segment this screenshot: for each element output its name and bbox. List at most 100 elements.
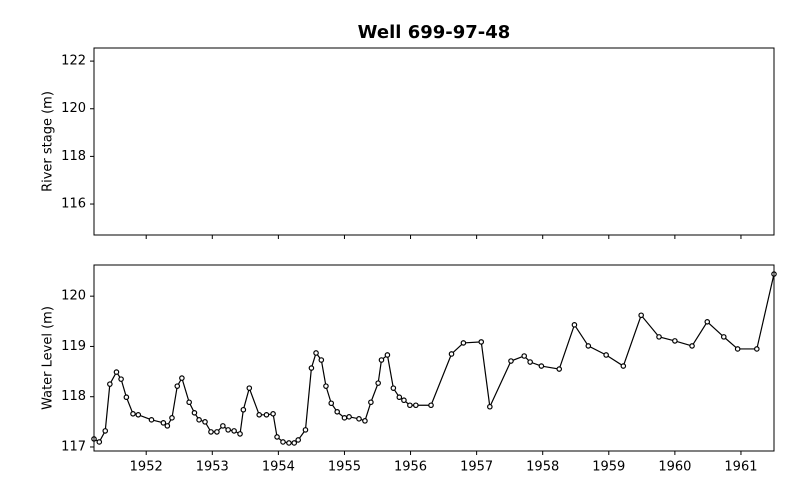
point <box>286 440 292 446</box>
point <box>390 385 397 391</box>
x-tick-label: 1953 <box>196 460 229 475</box>
point <box>186 399 192 406</box>
y-tick-label: 116 <box>61 197 86 212</box>
point <box>174 383 181 389</box>
x-tick-label: 1958 <box>526 460 559 475</box>
point <box>274 434 280 440</box>
point <box>638 312 644 319</box>
point <box>362 418 368 424</box>
point <box>620 363 627 369</box>
point <box>263 412 270 418</box>
axes-frame <box>93 47 775 236</box>
point <box>341 415 348 421</box>
x-tick-label: 1959 <box>592 460 625 475</box>
point <box>169 415 175 421</box>
point <box>672 338 678 344</box>
point <box>704 319 711 325</box>
y-axis-label: River stage (m) <box>41 91 56 192</box>
point <box>556 366 563 372</box>
point <box>130 410 136 417</box>
point <box>585 343 592 349</box>
point <box>508 358 514 364</box>
point <box>291 440 298 446</box>
point <box>246 385 253 391</box>
point <box>720 334 727 340</box>
point <box>734 346 741 352</box>
point <box>396 394 403 401</box>
point <box>328 400 335 407</box>
point <box>113 369 120 375</box>
point <box>118 376 124 382</box>
point <box>295 437 301 443</box>
point <box>754 346 760 352</box>
y-tick-label: 119 <box>61 339 86 354</box>
x-tick-label: 1961 <box>724 460 757 475</box>
point <box>460 340 467 346</box>
x-tick-label: 1955 <box>328 460 361 475</box>
point <box>407 402 413 409</box>
point <box>270 410 276 417</box>
point <box>375 380 381 386</box>
x-tick-label: 1956 <box>394 460 427 475</box>
point <box>656 334 662 340</box>
x-tick-label: 1960 <box>658 460 691 475</box>
point <box>308 365 315 371</box>
y-tick-label: 118 <box>61 389 86 404</box>
point <box>102 428 109 434</box>
point <box>240 406 247 413</box>
point <box>96 439 103 445</box>
y-tick-label: 117 <box>61 439 86 454</box>
point <box>123 394 130 401</box>
x-tick-label: 1952 <box>130 460 163 475</box>
point <box>413 402 419 409</box>
point <box>378 357 385 363</box>
point <box>302 427 309 433</box>
y-tick-label: 122 <box>61 54 86 69</box>
point <box>521 353 528 359</box>
point <box>527 359 533 365</box>
point <box>356 416 362 422</box>
point <box>689 343 695 349</box>
point <box>318 357 325 363</box>
series-line <box>93 273 775 444</box>
point <box>401 397 407 404</box>
point <box>603 352 609 358</box>
point <box>196 417 202 423</box>
y-tick-label: 118 <box>61 149 86 164</box>
y-axis-label: Water Level (m) <box>41 306 56 410</box>
x-tick-label: 1957 <box>460 460 493 475</box>
point <box>313 350 319 356</box>
point <box>323 383 329 389</box>
point <box>208 429 214 435</box>
point <box>538 363 545 369</box>
point <box>160 420 167 426</box>
point <box>256 412 263 418</box>
point <box>384 352 391 358</box>
point <box>346 414 352 420</box>
point <box>448 351 455 357</box>
point <box>225 427 231 433</box>
chart-title: Well 699-97-48 <box>358 22 511 43</box>
point <box>191 409 198 416</box>
y-tick-label: 120 <box>61 289 86 304</box>
axes-frame <box>93 264 775 452</box>
point <box>202 419 208 425</box>
point <box>428 402 434 409</box>
point <box>231 428 237 434</box>
point <box>135 412 142 418</box>
point <box>107 381 113 387</box>
point <box>164 423 171 429</box>
point <box>237 431 243 437</box>
point <box>179 375 185 381</box>
point <box>334 408 340 415</box>
point <box>280 439 286 445</box>
point <box>220 423 226 429</box>
point <box>487 403 493 410</box>
point <box>571 322 578 328</box>
y-tick-label: 120 <box>61 101 86 116</box>
x-tick-label: 1954 <box>262 460 295 475</box>
point <box>214 429 220 435</box>
point <box>148 417 155 423</box>
